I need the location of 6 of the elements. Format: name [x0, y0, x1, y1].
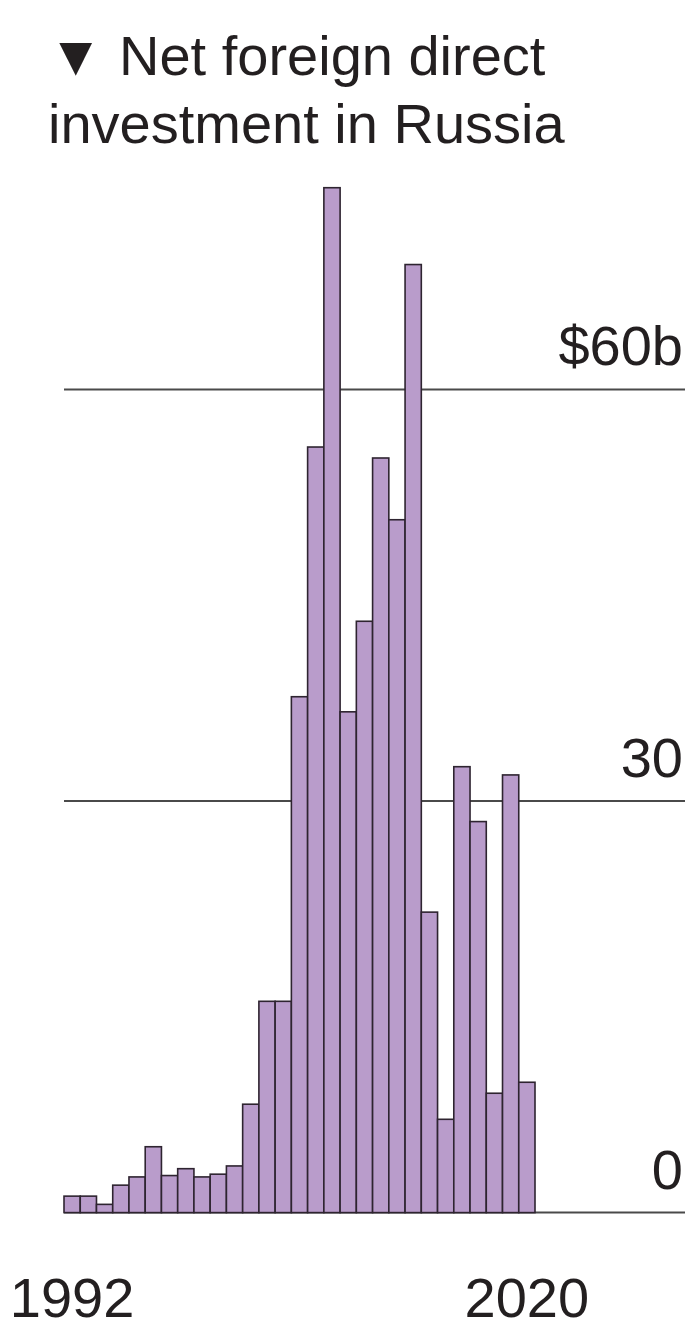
y-tick-label: 0 — [651, 1137, 683, 1201]
x-tick-label: 1992 — [9, 1266, 135, 1329]
y-tick-label: 30 — [620, 726, 683, 789]
chart-title: ▼ Net foreign direct investment in Russia — [48, 24, 566, 155]
y-tick-label: $60b — [558, 314, 683, 378]
x-tick-label: 2020 — [464, 1266, 590, 1329]
